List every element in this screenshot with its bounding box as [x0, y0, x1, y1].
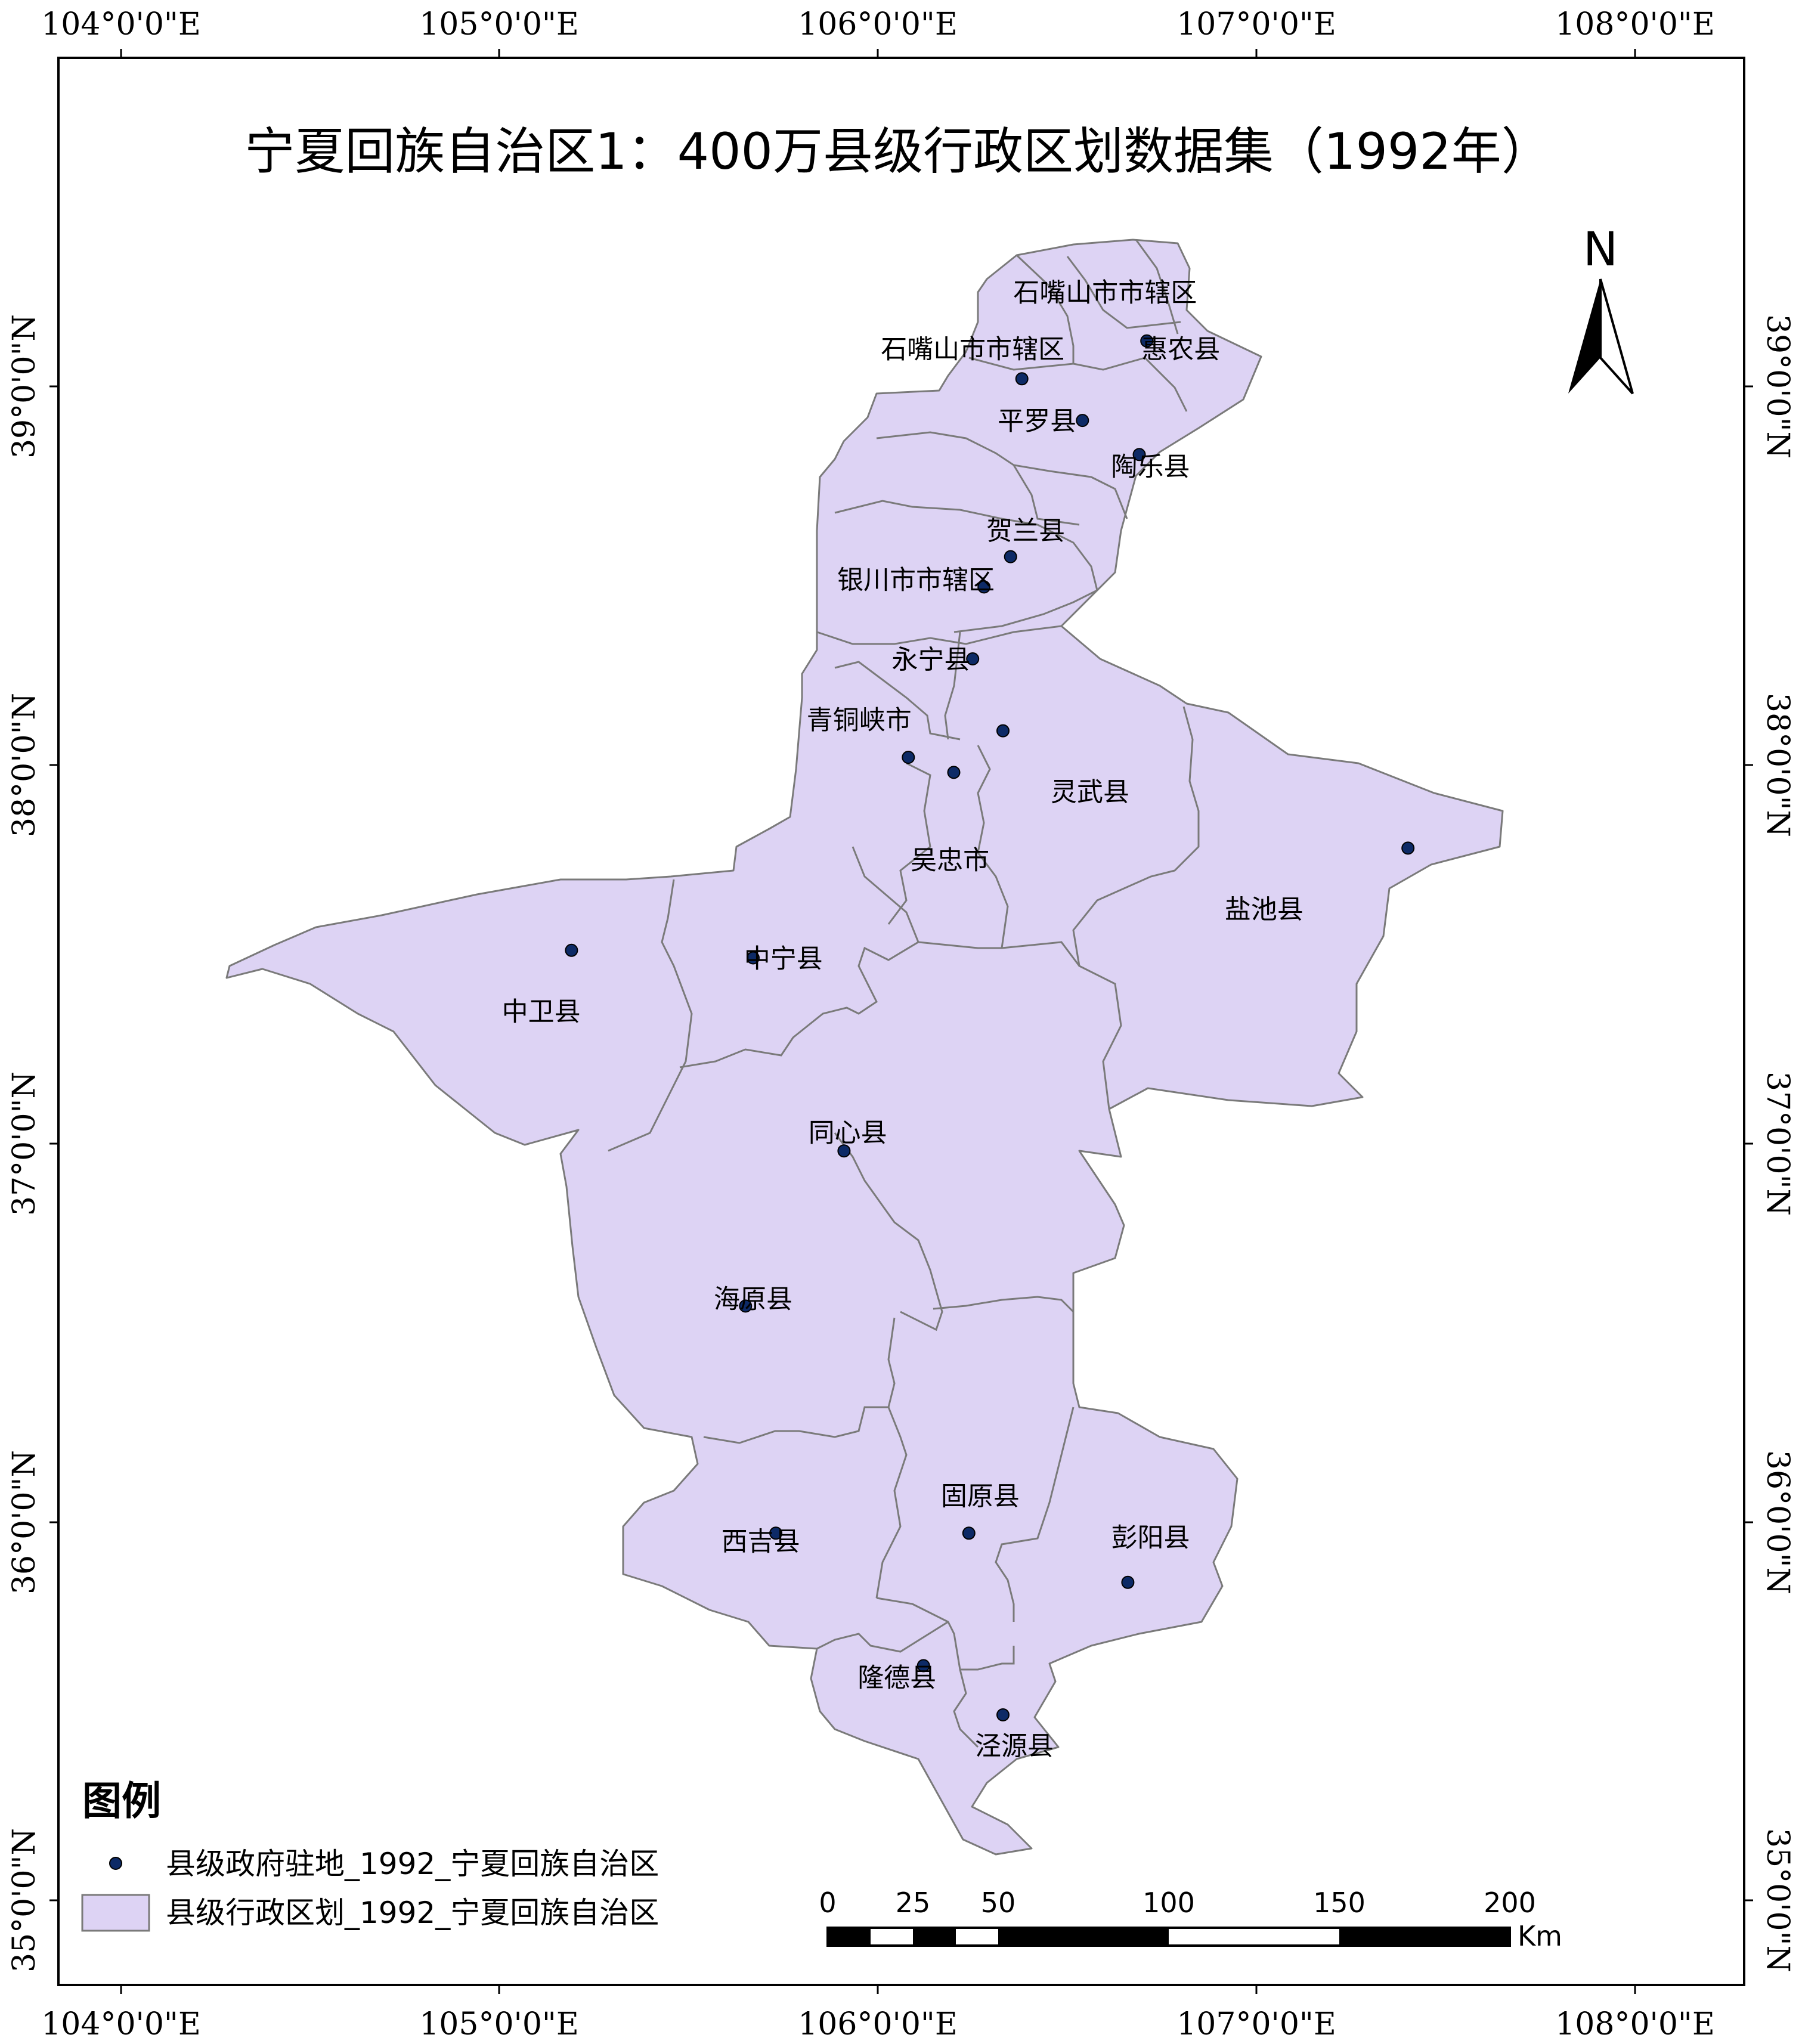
scale-seg-3 — [998, 1928, 1169, 1946]
county-label: 彭阳县 — [1111, 1523, 1190, 1553]
county-label: 同心县 — [809, 1118, 887, 1148]
county-boundaries — [608, 239, 1200, 1748]
county-seat-marker[interactable] — [1015, 372, 1029, 386]
county-seat-marker[interactable] — [902, 751, 915, 764]
lat-label-right-2: 38°0'0"N — [1760, 693, 1795, 837]
scale-seg-4 — [1339, 1928, 1510, 1946]
county-seat-marker[interactable] — [837, 1144, 851, 1158]
lat-label-left-1: 39°0'0"N — [7, 314, 42, 459]
county-label: 石嘴山市市辖区 — [1013, 277, 1197, 308]
county-seat-marker[interactable] — [977, 580, 991, 594]
lon-label-bottom-1: 104°0'0"E — [41, 2006, 201, 2042]
scale-tick-25: 25 — [896, 1887, 931, 1919]
county-label: 隆德县 — [857, 1663, 936, 1693]
legend-item-seats: 县级政府驻地_1992_宁夏回族自治区 — [166, 1847, 659, 1881]
lat-label-right-1: 39°0'0"N — [1760, 314, 1795, 459]
county-label: 石嘴山市市辖区 — [881, 335, 1064, 365]
lon-ticks — [120, 49, 1636, 1994]
scale-unit: Km — [1518, 1920, 1562, 1952]
county-label: 永宁县 — [891, 645, 970, 675]
lat-label-right-5: 35°0'0"N — [1760, 1828, 1795, 1972]
lat-label-right-3: 37°0'0"N — [1760, 1071, 1795, 1216]
ningxia-region-fill[interactable] — [225, 239, 1504, 1856]
scale-seg-2 — [913, 1928, 956, 1946]
county-seat-marker[interactable] — [947, 766, 961, 779]
lon-label-bottom-4: 107°0'0"E — [1176, 2006, 1336, 2042]
county-label: 陶乐县 — [1111, 451, 1190, 482]
county-label: 吴忠市 — [911, 845, 989, 875]
scale-bar: 0 25 50 100 150 200 Km — [819, 1887, 1562, 1952]
lat-label-left-2: 38°0'0"N — [7, 693, 42, 837]
legend-title: 图例 — [82, 1778, 161, 1824]
county-label: 贺兰县 — [986, 516, 1065, 546]
county-label: 中卫县 — [502, 996, 581, 1027]
county-seat-marker[interactable] — [917, 1659, 930, 1673]
county-seat-marker[interactable] — [996, 724, 1010, 738]
lon-label-top-2: 105°0'0"E — [419, 7, 579, 42]
scale-tick-0: 0 — [819, 1887, 836, 1919]
county-label: 灵武县 — [1051, 777, 1129, 807]
county-seat-marker[interactable] — [966, 652, 980, 665]
county-seat-marker[interactable] — [1121, 1575, 1135, 1589]
scale-tick-100: 100 — [1142, 1887, 1195, 1919]
scale-tick-150: 150 — [1313, 1887, 1366, 1919]
lon-label-top-3: 106°0'0"E — [798, 7, 958, 42]
north-arrow-icon-outline — [1599, 278, 1634, 395]
lon-label-top-1: 104°0'0"E — [41, 7, 201, 42]
north-label: N — [1583, 223, 1618, 277]
county-label: 泾源县 — [975, 1731, 1054, 1761]
county-label: 惠农县 — [1141, 335, 1220, 365]
county-seat-marker[interactable] — [747, 951, 760, 965]
county-label: 盐池县 — [1225, 894, 1303, 925]
county-seat-marker[interactable] — [996, 1708, 1010, 1721]
lon-label-top-4: 107°0'0"E — [1176, 7, 1336, 42]
county-label: 平罗县 — [998, 406, 1076, 436]
north-arrow-icon — [1568, 279, 1600, 394]
county-label: 青铜峡市 — [807, 705, 912, 736]
lat-label-left-3: 37°0'0"N — [7, 1071, 42, 1216]
lon-label-top-5: 108°0'0"E — [1555, 7, 1715, 42]
lat-label-left-4: 36°0'0"N — [7, 1450, 42, 1594]
county-seat-marker[interactable] — [769, 1526, 783, 1540]
legend-polygon-symbol — [81, 1894, 150, 1932]
scale-seg-1 — [828, 1928, 871, 1946]
county-seat-marker[interactable] — [1401, 841, 1415, 855]
county-seat-marker[interactable] — [739, 1299, 753, 1313]
map-title: 宁夏回族自治区1：400万县级行政区划数据集（1992年） — [244, 122, 1552, 181]
lon-label-bottom-5: 108°0'0"E — [1555, 2006, 1715, 2042]
county-seat-marker[interactable] — [1004, 550, 1017, 563]
north-arrow: N — [1568, 223, 1634, 395]
lat-ticks — [49, 385, 1753, 1901]
lon-label-bottom-3: 106°0'0"E — [798, 2006, 958, 2042]
lat-label-right-4: 36°0'0"N — [1760, 1450, 1795, 1594]
county-seat-marker[interactable] — [1132, 448, 1146, 462]
lon-label-bottom-2: 105°0'0"E — [419, 2006, 579, 2042]
county-seat-marker[interactable] — [1140, 334, 1154, 348]
county-label: 银川市市辖区 — [837, 565, 995, 596]
county-seats-layer — [565, 334, 1415, 1721]
county-seat-marker[interactable] — [1076, 414, 1089, 428]
scale-tick-50: 50 — [981, 1887, 1016, 1919]
lat-label-left-5: 35°0'0"N — [7, 1828, 42, 1972]
county-label: 中宁县 — [744, 944, 823, 974]
legend-item-counties: 县级行政区划_1992_宁夏回族自治区 — [166, 1896, 659, 1930]
legend-point-symbol — [109, 1857, 122, 1870]
county-label: 西吉县 — [722, 1526, 800, 1557]
county-seat-marker[interactable] — [565, 943, 578, 957]
county-label: 固原县 — [941, 1481, 1020, 1512]
scale-tick-200: 200 — [1484, 1887, 1536, 1919]
county-label: 海原县 — [714, 1284, 792, 1315]
legend: 图例 县级政府驻地_1992_宁夏回族自治区 县级行政区划_1992_宁夏回族自… — [81, 1778, 659, 1932]
county-seat-marker[interactable] — [962, 1526, 976, 1540]
